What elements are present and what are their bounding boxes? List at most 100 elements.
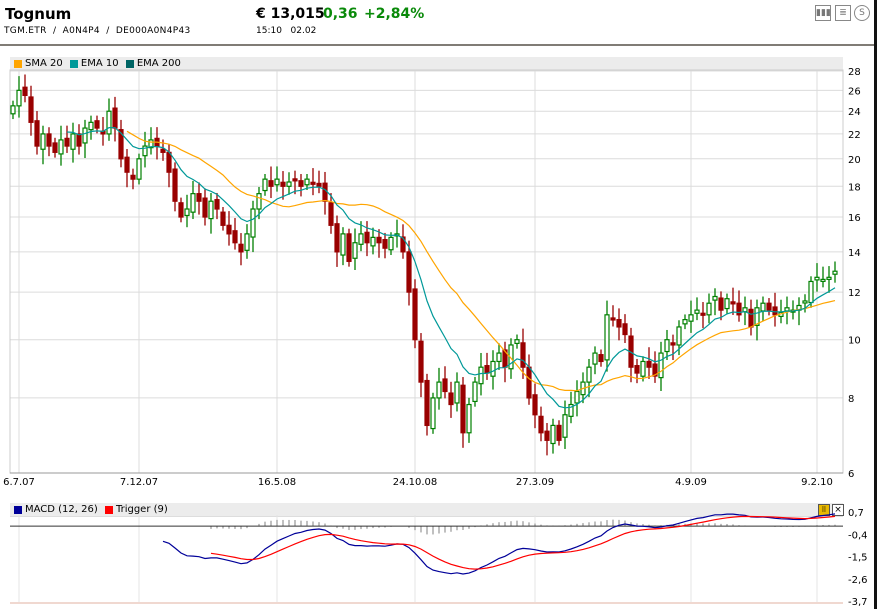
y-tick-label: 12	[848, 288, 861, 299]
candle-down	[448, 392, 454, 406]
macd-label: MACD (12, 26)	[25, 504, 98, 515]
candle-down	[232, 230, 238, 244]
candle-down	[400, 236, 406, 253]
candle-up	[712, 295, 718, 301]
price-change-percent: +2,84%	[364, 6, 425, 22]
candle-down	[718, 297, 724, 311]
candle-down	[670, 342, 676, 346]
candle-down	[166, 151, 172, 173]
currency-icon[interactable]: S	[854, 5, 870, 21]
candle-up	[562, 414, 568, 438]
candle-down	[736, 302, 742, 316]
candle-up	[550, 424, 556, 445]
candle-down	[748, 308, 754, 328]
candle-up	[148, 139, 154, 149]
legend-sma20[interactable]: SMA 20	[14, 57, 63, 70]
trigger-label: Trigger (9)	[115, 504, 168, 515]
candle-up	[472, 381, 478, 403]
candle-down	[298, 180, 304, 187]
candle-up	[262, 178, 268, 192]
candle-up	[496, 352, 502, 363]
candle-down	[520, 342, 526, 368]
bar-chart-icon[interactable]: ▮▮▮	[815, 5, 831, 21]
candle-up	[658, 352, 664, 379]
candle-up	[208, 200, 214, 220]
candle-up	[754, 307, 760, 326]
candle-down	[64, 137, 70, 147]
candle-up	[352, 242, 358, 259]
macd-y-tick-label: -0,4	[848, 530, 868, 541]
macd-y-tick-label: -2,6	[848, 575, 868, 586]
candle-up	[286, 181, 292, 187]
candle-down	[376, 236, 382, 244]
y-tick-label: 28	[848, 67, 861, 78]
candle-down	[52, 142, 58, 153]
candle-up	[256, 193, 262, 210]
x-tick-label: 6.7.07	[3, 477, 35, 488]
candle-down	[214, 199, 220, 210]
x-tick-label: 7.12.07	[120, 477, 158, 488]
candle-up	[10, 105, 16, 115]
candle-up	[490, 360, 496, 377]
header-divider	[0, 44, 877, 46]
candle-up	[340, 233, 346, 256]
candle-down	[160, 148, 166, 153]
trigger-swatch	[104, 505, 113, 514]
legend-ema200[interactable]: EMA 200	[125, 57, 181, 70]
candle-down	[526, 366, 532, 399]
legend-macd[interactable]: MACD (12, 26)	[14, 503, 98, 516]
candle-up	[58, 139, 64, 155]
candle-down	[124, 156, 130, 173]
candle-down	[766, 302, 772, 311]
candle-up	[514, 339, 520, 345]
candle-down	[652, 363, 658, 377]
last-price: € 13,015	[256, 6, 325, 22]
candle-up	[40, 133, 46, 150]
candle-up	[274, 178, 280, 186]
candle-up	[592, 352, 598, 365]
candle-down	[34, 120, 40, 147]
candle-up	[808, 280, 814, 304]
candle-down	[178, 202, 184, 218]
candle-down	[460, 384, 466, 434]
candle-up	[70, 133, 76, 150]
candle-up	[802, 300, 808, 304]
close-icon[interactable]: ×	[832, 504, 844, 516]
candle-down	[226, 224, 232, 235]
candle-up	[454, 381, 460, 404]
candle-up	[508, 344, 514, 370]
candle-down	[622, 323, 628, 336]
sma-swatch	[14, 59, 22, 68]
candle-down	[28, 96, 34, 123]
x-tick-label: 16.5.08	[258, 477, 296, 488]
candle-up	[688, 314, 694, 322]
legend-trigger[interactable]: Trigger (9)	[104, 503, 168, 516]
ema10-label: EMA 10	[80, 58, 119, 69]
candle-down	[700, 312, 706, 316]
candle-down	[556, 424, 562, 441]
candle-down	[196, 193, 202, 202]
y-tick-label: 10	[848, 336, 861, 347]
macd-y-tick-label: -1,5	[848, 553, 868, 564]
candle-up	[820, 278, 826, 282]
ema10-swatch	[69, 59, 78, 68]
ema10-line	[66, 126, 836, 409]
y-tick-label: 22	[848, 130, 861, 141]
candle-down	[280, 181, 286, 187]
ema200-label: EMA 200	[136, 58, 181, 69]
candle-down	[130, 174, 136, 180]
y-tick-label: 18	[848, 182, 861, 193]
candle-down	[418, 340, 424, 383]
candle-down	[544, 430, 550, 441]
candle-down	[412, 288, 418, 341]
stock-name: Tognum	[5, 5, 72, 23]
candle-down	[484, 365, 490, 374]
candle-up	[358, 233, 364, 245]
news-icon[interactable]: ≣	[835, 5, 851, 21]
legend-ema10[interactable]: EMA 10	[69, 57, 119, 70]
y-tick-label: 14	[848, 248, 861, 259]
candle-down	[310, 181, 316, 185]
candle-down	[238, 243, 244, 253]
candle-up	[304, 178, 310, 186]
